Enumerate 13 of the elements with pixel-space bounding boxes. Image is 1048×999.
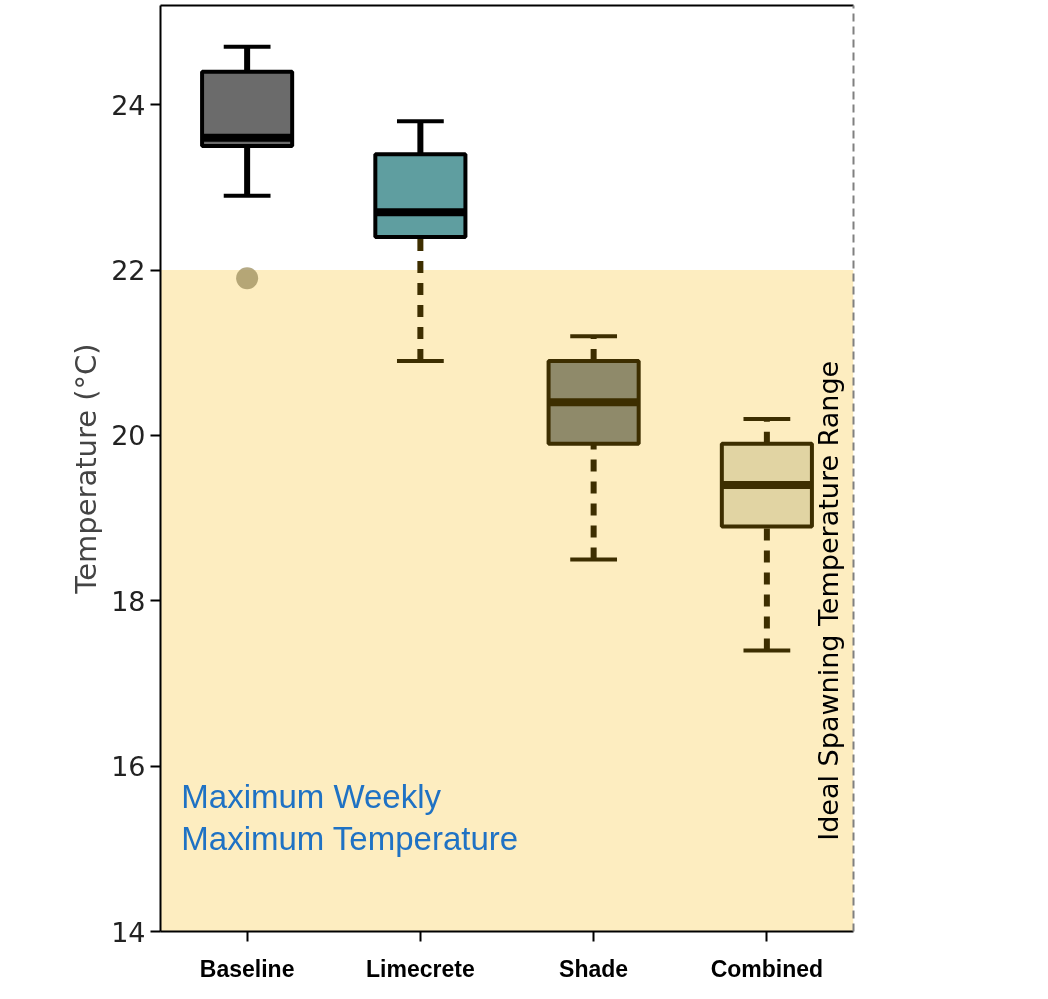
x-tick-label: Baseline xyxy=(199,955,295,982)
y-tick-label: 24 xyxy=(111,89,146,121)
annotation: Maximum Weekly Maximum Temperature xyxy=(181,777,519,858)
band-label: Ideal Spawning Temperature Range xyxy=(812,360,844,841)
x-tick-label: Combined xyxy=(710,955,824,982)
y-tick-label: 22 xyxy=(111,255,146,287)
y-tick-label: 20 xyxy=(111,420,146,452)
x-tick-label: Limecrete xyxy=(366,955,475,982)
y-axis-title: Temperature (°C) xyxy=(69,343,104,595)
x-tick-label: Shade xyxy=(559,955,629,982)
y-tick-label: 18 xyxy=(111,585,146,617)
y-tick-label: 14 xyxy=(111,916,146,948)
y-tick-label: 16 xyxy=(111,751,146,783)
